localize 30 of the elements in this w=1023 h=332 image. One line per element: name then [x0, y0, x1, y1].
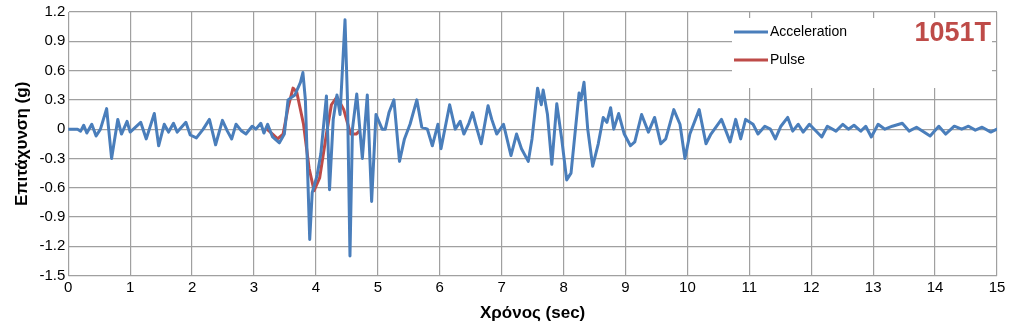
x-axis-title: Χρόνος (sec) — [479, 303, 586, 323]
x-tick-label: 3 — [249, 277, 259, 295]
x-tick-label: 10 — [679, 277, 696, 295]
x-tick-label: 14 — [926, 277, 944, 295]
x-tick-label: 9 — [621, 277, 630, 295]
annotation: 1051T — [914, 17, 992, 48]
x-tick-label: 2 — [187, 277, 197, 295]
x-tick-label: 4 — [311, 277, 321, 295]
x-tick-label: 13 — [864, 277, 882, 295]
x-tick-label: 11 — [741, 277, 758, 295]
y-tick-label: 1.2 — [44, 2, 66, 20]
y-axis-title: Επιτάχυνση (g) — [11, 81, 31, 206]
x-tick-label: 8 — [559, 277, 568, 295]
y-tick-label: 0.3 — [44, 90, 66, 108]
y-tick-label: 0 — [56, 119, 66, 137]
y-tick-label: -1.2 — [39, 236, 66, 254]
y-tick-label: -1.5 — [39, 265, 66, 283]
x-tick-label: 1 — [125, 277, 135, 295]
x-tick-label: 7 — [497, 277, 506, 295]
x-tick-label: 15 — [988, 277, 1006, 295]
x-tick-label: 5 — [373, 277, 382, 295]
y-tick-label: 0.6 — [44, 60, 66, 78]
x-tick-label: 12 — [802, 277, 820, 295]
y-tick-label: -0.9 — [39, 207, 66, 225]
legend-label: Acceleration — [770, 22, 848, 39]
y-tick-label: -0.6 — [39, 177, 66, 195]
legend-label: Pulse — [770, 50, 806, 67]
x-tick-label: 6 — [435, 277, 444, 295]
y-tick-label: 0.9 — [44, 31, 66, 49]
y-tick-label: -0.3 — [39, 148, 66, 166]
